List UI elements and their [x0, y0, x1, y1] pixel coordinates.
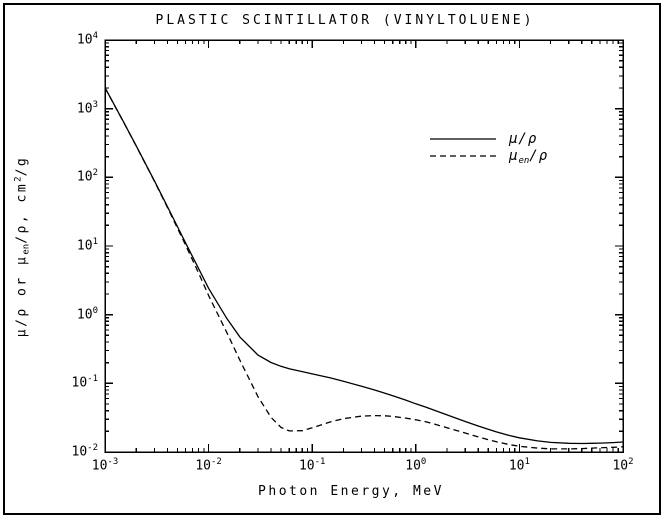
- curve-mu-en-over-rho: [104, 87, 624, 450]
- chart-title: PLASTIC SCINTILLATOR (VINYLTOLUENE): [155, 13, 535, 28]
- x-tick-label-1e1: 101: [508, 457, 530, 474]
- curve-mu-over-rho: [104, 87, 624, 445]
- legend-item-mu-en-rho: μen/ρ: [430, 147, 549, 166]
- legend-item-mu-rho: μ/ρ: [430, 130, 548, 147]
- y-tick-label-1e0: 100: [76, 305, 98, 322]
- x-tick-label-1e-2: 10-2: [195, 457, 222, 474]
- y-tick-label-1e1: 101: [76, 237, 98, 254]
- y-axis-label: μ/ρ or μen/ρ, cm2/g: [13, 155, 32, 337]
- legend-label-mu-en-rho: μen/ρ: [509, 147, 549, 166]
- y-tick-label-1e-1: 10-1: [71, 374, 99, 391]
- plot-frame: [104, 39, 624, 453]
- solid-line-sample: [430, 137, 496, 140]
- dashed-line-sample: [430, 154, 496, 157]
- y-tick-label-1e3: 103: [76, 99, 98, 116]
- x-tick-label-1e-3: 10-3: [91, 457, 119, 474]
- y-axis-label-mid: /ρ, cm: [14, 181, 30, 244]
- x-tick-label-1e0: 100: [405, 457, 427, 474]
- x-tick-label-1e-1: 10-1: [298, 457, 326, 474]
- y-tick-label-1e2: 102: [76, 168, 98, 185]
- legend-label-mu-en-post: /ρ: [529, 147, 549, 164]
- y-axis-label-pre: μ/ρ or μ: [14, 254, 30, 337]
- y-tick-label-1e-2: 10-2: [71, 443, 99, 460]
- legend-label-mu-en-subscript: en: [518, 155, 530, 166]
- x-tick-label-1e2: 102: [612, 457, 634, 474]
- y-tick-label-1e4: 104: [76, 31, 98, 48]
- legend-label-mu-rho: μ/ρ: [509, 130, 538, 147]
- y-axis-label-gutter: μ/ρ or μen/ρ, cm2/g: [0, 40, 44, 452]
- y-axis-label-post: /g: [14, 155, 30, 176]
- x-axis-label: Photon Energy, MeV: [258, 484, 444, 499]
- y-axis-label-subscript: en: [21, 243, 32, 255]
- y-axis-label-superscript: 2: [13, 175, 24, 182]
- legend: μ/ρ μen/ρ: [430, 130, 549, 166]
- legend-label-mu-en-pre: μ: [509, 147, 519, 164]
